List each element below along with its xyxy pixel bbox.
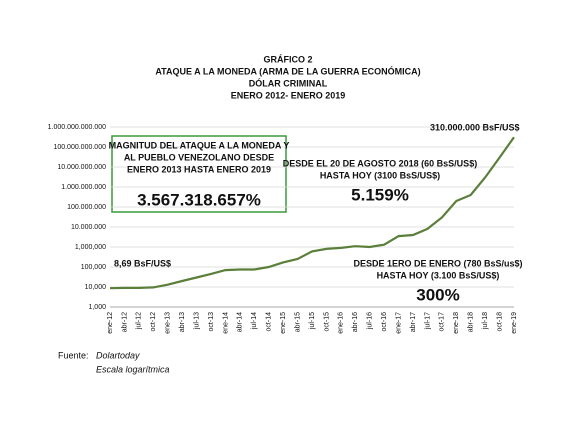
annotation: DESDE EL 20 DE AGOSTO 2018 (60 BsS/US$)	[283, 158, 477, 168]
x-tick-label: abr-17	[410, 312, 417, 332]
annotation: 310.000.000 BsF/US$	[430, 122, 520, 132]
x-tick-label: abr-14	[237, 312, 244, 332]
y-tick-label: 1,000	[88, 304, 106, 311]
chart-title: ATAQUE A LA MONEDA (ARMA DE LA GUERRA EC…	[155, 65, 420, 76]
annotation: 8,69 BsF/US$	[114, 258, 171, 268]
x-tick-label: ene-18	[453, 312, 460, 334]
x-tick-label: oct-14	[266, 312, 273, 332]
annotation-value: 3.567.318.657%	[137, 190, 261, 209]
x-tick-label: oct-15	[323, 312, 330, 332]
y-tick-label: 10.000.000	[71, 224, 106, 231]
chart-title: DÓLAR CRIMINAL	[249, 77, 328, 88]
y-tick-label: 1.000.000.000	[61, 184, 106, 191]
y-tick-label: 10.000.000.000	[57, 164, 106, 171]
x-tick-label: ene-17	[395, 312, 402, 334]
y-tick-label: 100.000.000	[67, 204, 106, 211]
annotation: MAGNITUD DEL ATAQUE A LA MONEDA Y	[109, 140, 290, 150]
x-tick-label: ene-19	[511, 312, 518, 334]
x-tick-label: oct-13	[208, 312, 215, 332]
y-tick-label: 1,000,000	[75, 244, 106, 251]
x-tick-label: jul-13	[193, 312, 200, 330]
x-tick-label: abr-16	[352, 312, 359, 332]
x-tick-label: jul-17	[424, 312, 431, 330]
x-tick-label: ene-15	[280, 312, 287, 334]
x-tick-label: jul-14	[251, 312, 258, 330]
x-tick-label: abr-12	[121, 312, 128, 332]
footer-label: Fuente:	[58, 350, 89, 360]
annotation: ENERO 2013 HASTA ENERO 2019	[127, 164, 271, 174]
footer-note: Escala logarítmica	[96, 364, 170, 374]
x-tick-label: jul-15	[309, 312, 316, 330]
annotation: HASTA HOY (3100 BsS/US$)	[320, 170, 440, 180]
highlight-box	[111, 135, 287, 213]
annotation-value: 5.159%	[351, 185, 409, 204]
y-tick-label: 100.000.000.000	[53, 144, 106, 151]
annotation-value: 300%	[416, 285, 459, 304]
x-tick-label: oct-18	[496, 312, 503, 332]
x-tick-label: oct-17	[439, 312, 446, 332]
x-tick-label: abr-15	[294, 312, 301, 332]
chart-title: ENERO 2012- ENERO 2019	[231, 90, 346, 100]
chart-title: GRÁFICO 2	[263, 54, 312, 64]
y-tick-label: 1.000.000.000.000	[48, 124, 106, 131]
x-tick-label: oct-12	[150, 312, 157, 332]
x-tick-label: ene-12	[107, 312, 114, 334]
footer-source: Dolartoday	[96, 350, 140, 360]
x-tick-label: ene-14	[222, 312, 229, 334]
x-tick-label: ene-16	[338, 312, 345, 334]
annotation: DESDE 1ERO DE ENERO (780 BsS/us$)	[353, 258, 522, 268]
x-tick-label: jul-12	[136, 312, 143, 330]
x-tick-label: jul-16	[367, 312, 374, 330]
x-tick-label: ene-13	[165, 312, 172, 334]
y-tick-label: 100,000	[81, 264, 106, 271]
x-tick-label: abr-18	[468, 312, 475, 332]
annotation: HASTA HOY (3.100 BsS/US$)	[377, 270, 500, 280]
x-tick-label: abr-13	[179, 312, 186, 332]
x-tick-label: jul-18	[482, 312, 489, 330]
data-line	[109, 136, 515, 290]
x-tick-label: oct-16	[381, 312, 388, 332]
y-tick-label: 10,000	[85, 284, 107, 291]
annotation: AL PUEBLO VENEZOLANO DESDE	[124, 152, 274, 162]
